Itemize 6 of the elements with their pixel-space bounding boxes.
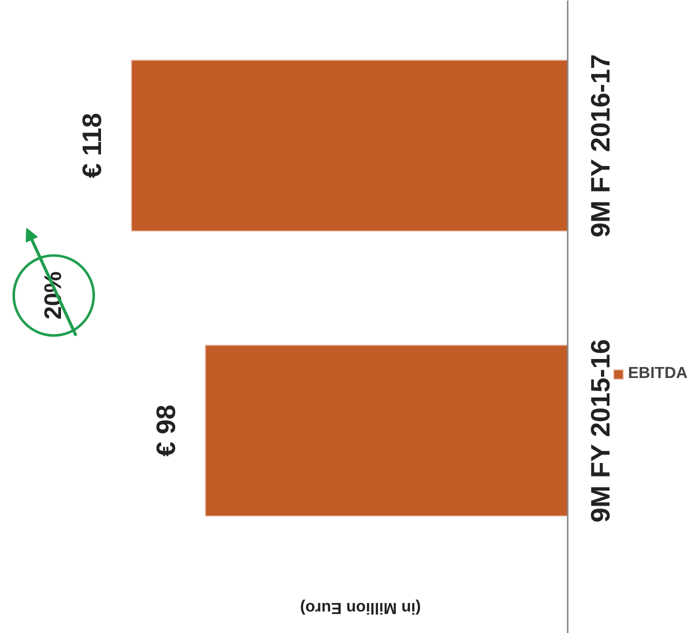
data-label: € 118 (77, 112, 108, 178)
legend-label: EBITDA (628, 365, 688, 383)
x-axis-title: (in Million Euro) (300, 598, 421, 616)
y-tick-label: 9M FY 2016-17 (585, 54, 616, 238)
data-label: € 98 (151, 404, 182, 457)
y-tick-label: 9M FY 2015-16 (585, 339, 616, 522)
